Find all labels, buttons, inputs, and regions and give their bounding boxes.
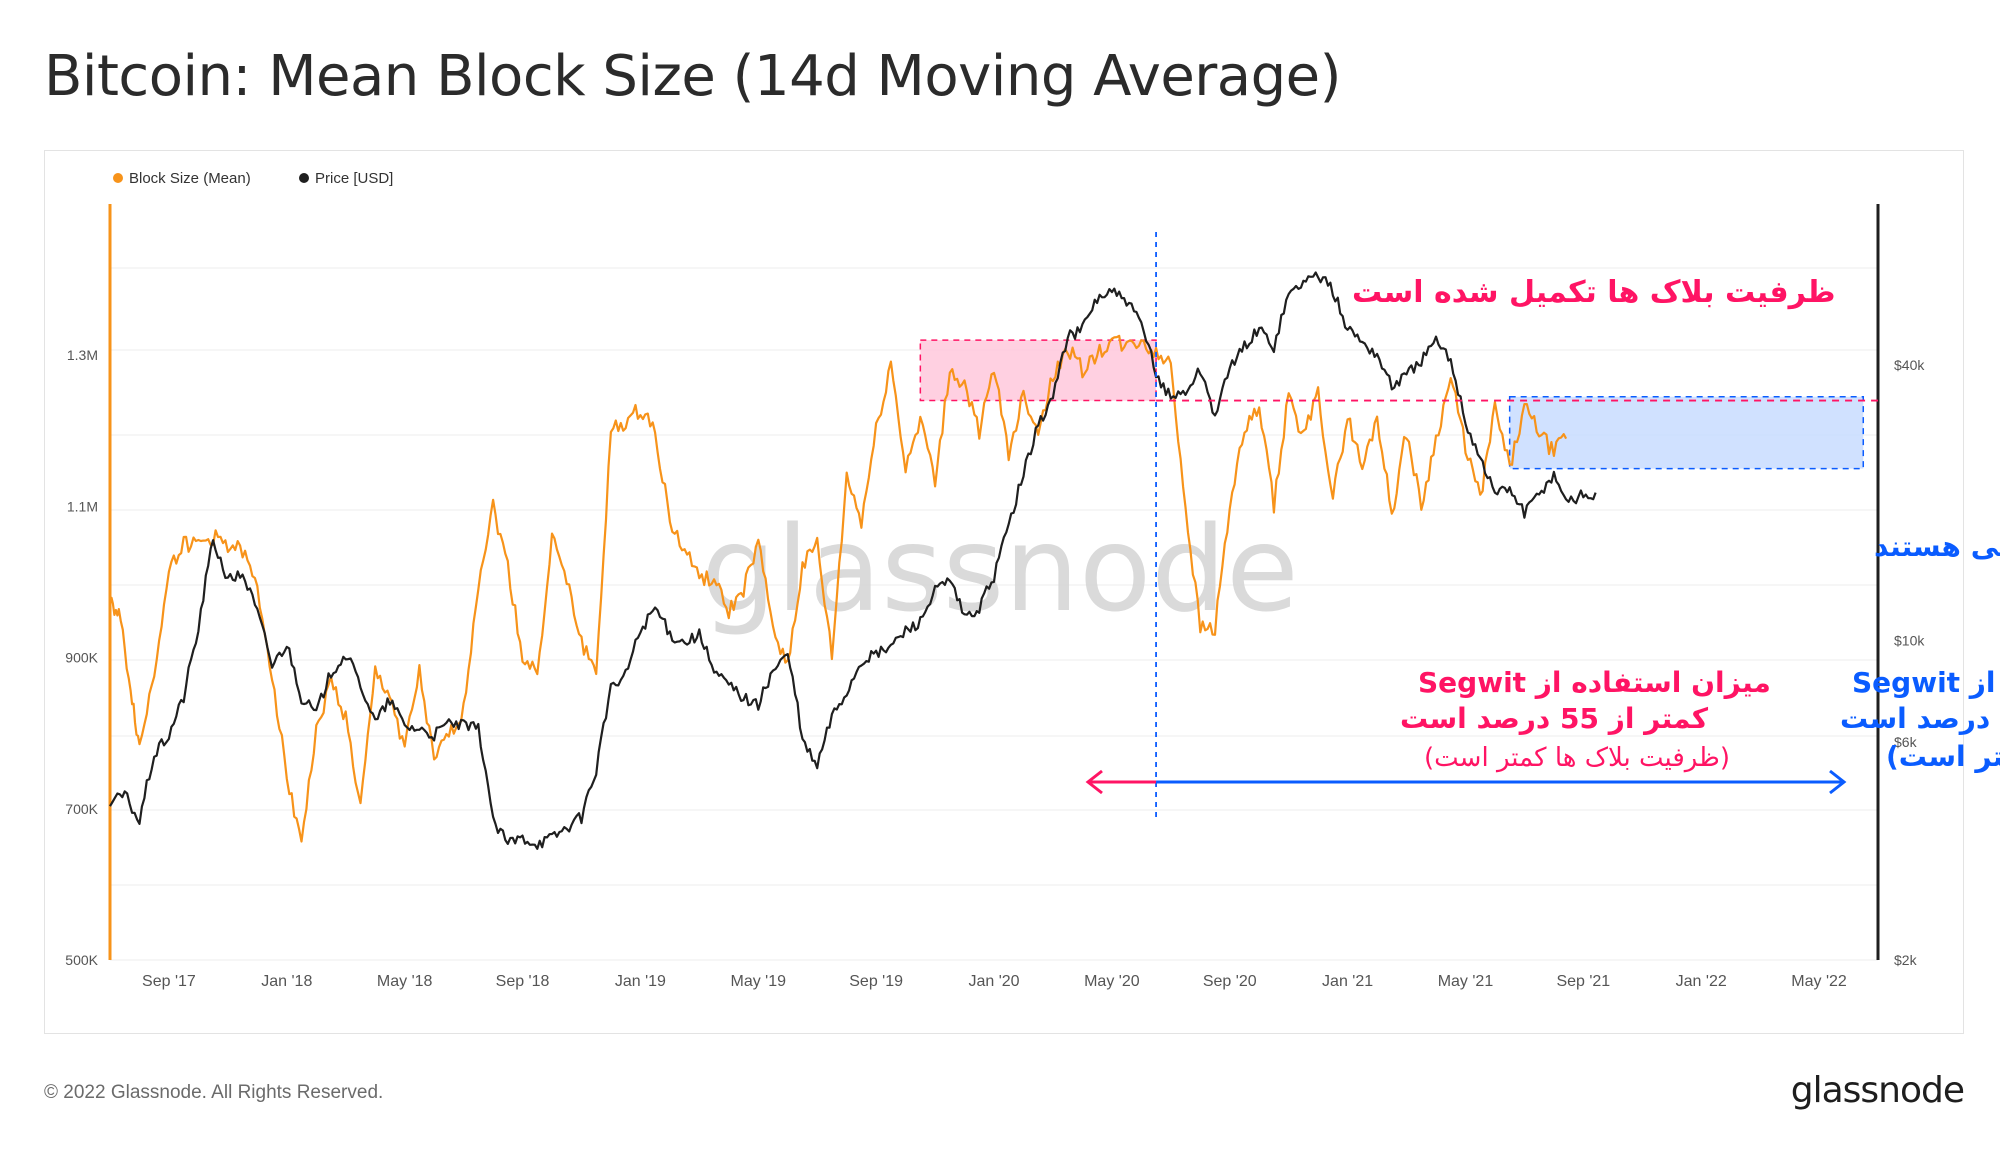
annotation-full: ظرفیت بلاک ها تکمیل شده است — [1352, 275, 1836, 310]
x-tick-label: May '18 — [377, 973, 433, 990]
y-left-tick-label: 700K — [65, 801, 98, 817]
chart-frame — [44, 150, 1964, 1034]
annotation-segwit-low-2: کمتر از 55 درصد است — [1400, 702, 1709, 735]
page-title: Bitcoin: Mean Block Size (14d Moving Ave… — [44, 44, 1341, 109]
legend-label: Block Size (Mean) — [129, 170, 251, 187]
y-right-tick-label: $10k — [1894, 632, 1925, 648]
x-tick-label: May '19 — [731, 973, 787, 990]
y-right-tick-label: $2k — [1894, 952, 1918, 968]
x-tick-label: May '20 — [1084, 973, 1140, 990]
pink-arrow-head — [1085, 769, 1103, 795]
y-right-tick-label: $40k — [1894, 357, 1925, 373]
watermark: glassnode — [701, 500, 1298, 638]
annotation-segwit-high-1: میزان استفاده از Segwit — [1852, 666, 2000, 699]
x-tick-label: Sep '17 — [142, 973, 196, 990]
x-tick-label: Jan '18 — [261, 973, 312, 990]
price-series-line — [109, 271, 1597, 850]
copyright: © 2022 Glassnode. All Rights Reserved. — [44, 1082, 384, 1103]
y-left-tick-label: 500K — [65, 952, 98, 968]
blue-arrow-head — [1829, 769, 1847, 795]
annotation-segwit-high-2: بیش از 72 درصد است — [1840, 702, 2000, 735]
y-right-tick-label: $6k — [1894, 734, 1918, 750]
glassnode-logo[interactable]: glassnode — [1790, 1070, 1965, 1111]
legend-dot — [113, 173, 123, 183]
x-tick-label: Jan '22 — [1676, 973, 1727, 990]
x-tick-label: Sep '18 — [496, 973, 550, 990]
y-left-tick-label: 1.1M — [67, 498, 98, 514]
x-tick-label: May '22 — [1791, 973, 1847, 990]
x-tick-label: Jan '21 — [1322, 973, 1373, 990]
legend-label: Price [USD] — [315, 170, 393, 187]
y-left-tick-label: 1.3M — [67, 347, 98, 363]
annotation-segwit-low-1: میزان استفاده از Segwit — [1418, 666, 1771, 699]
x-tick-label: Jan '20 — [968, 973, 1019, 990]
block-size-series-line — [108, 334, 1568, 843]
x-tick-label: Jan '19 — [615, 973, 666, 990]
x-tick-label: Sep '19 — [849, 973, 903, 990]
pink-band — [919, 339, 1157, 402]
x-tick-label: Sep '20 — [1203, 973, 1257, 990]
x-tick-label: May '21 — [1438, 973, 1494, 990]
legend-dot — [299, 173, 309, 183]
annotation-segwit-low-3: (ظرفیت بلاک ها کمتر است) — [1424, 743, 1730, 773]
annotation-half: بلاک ها نیمه خالی هستند — [1874, 530, 2000, 563]
annotation-segwit-high-3: (ظرفیت بلاک ها بیشتر است) — [1886, 740, 2000, 773]
y-left-tick-label: 900K — [65, 650, 98, 666]
blue-band — [1508, 396, 1865, 470]
x-tick-label: Sep '21 — [1556, 973, 1610, 990]
